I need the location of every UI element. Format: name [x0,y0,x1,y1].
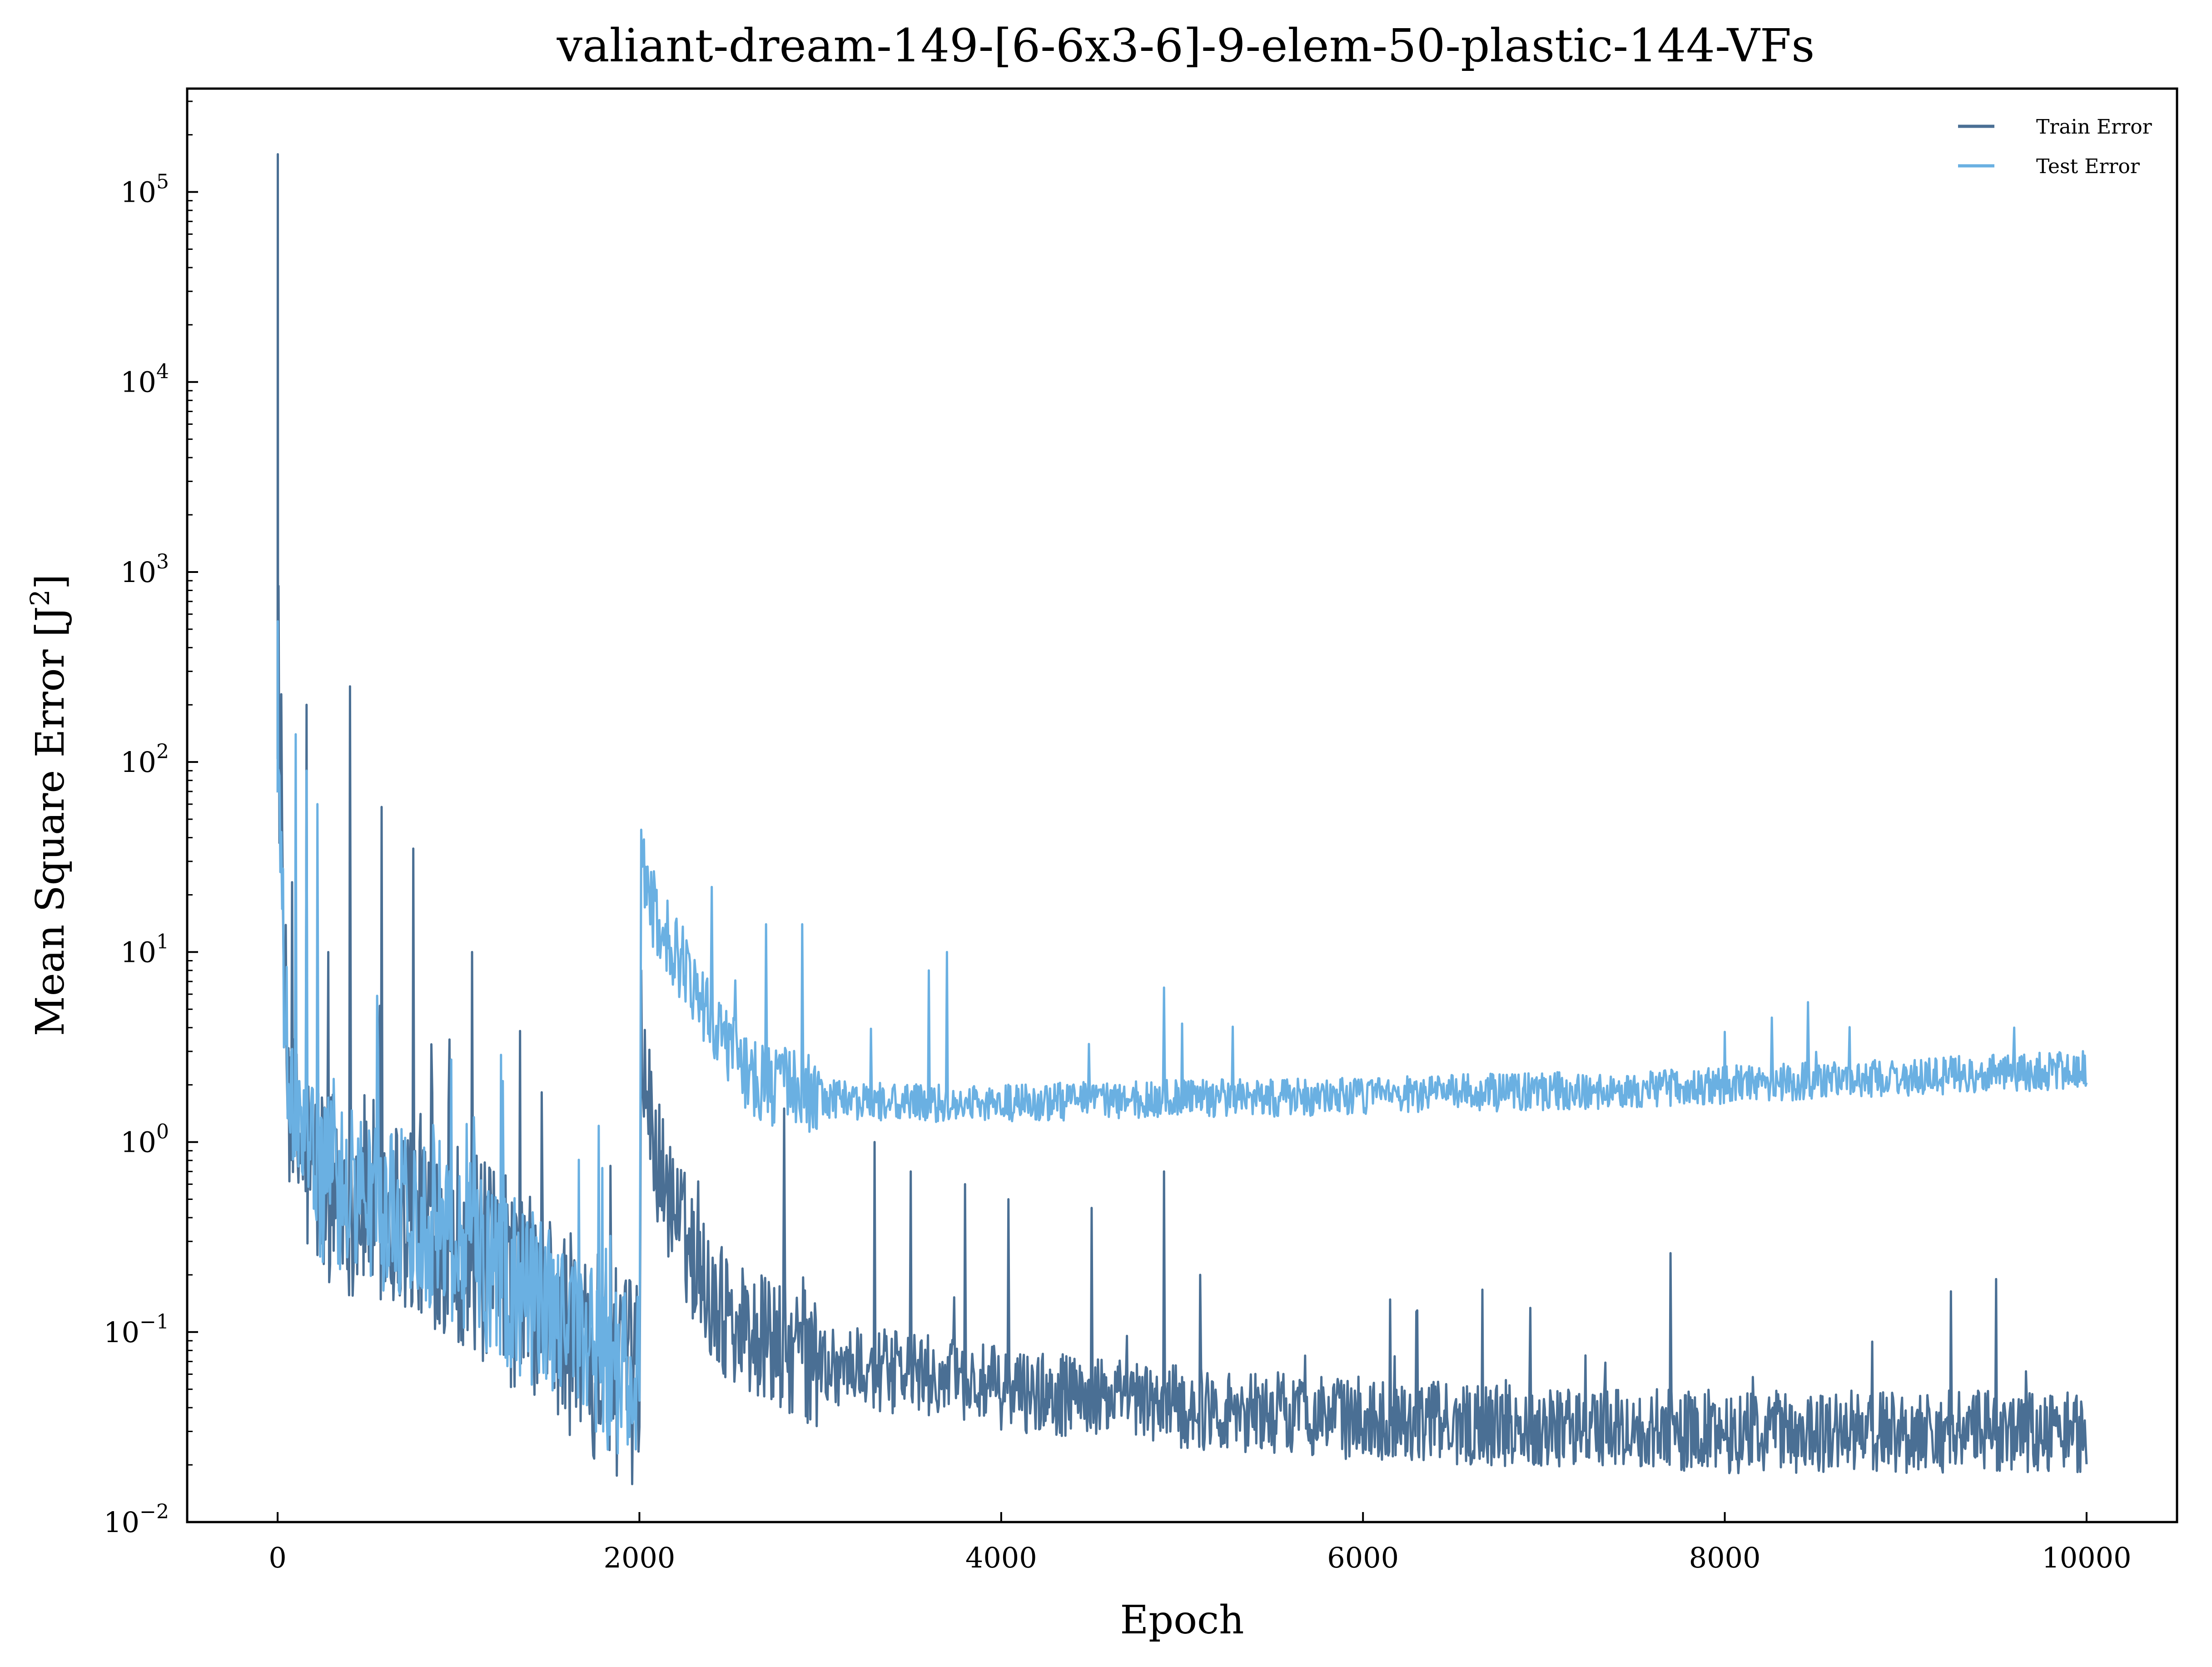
series-layer [276,153,2088,1485]
legend-label-train: Train Error [2036,115,2152,139]
x-axis-ticks: 0 2000 4000 6000 8000 10000 [268,1512,2132,1574]
x-tick-label: 0 [268,1541,286,1574]
y-tick-label: 104 [120,360,169,399]
y-axis-label: Mean Square Error [J2] [25,574,73,1036]
y-tick-label: 10−2 [104,1500,169,1539]
y-tick-label: 10−1 [104,1310,169,1349]
y-tick-label: 105 [120,170,169,209]
y-tick-label: 100 [120,1120,169,1159]
x-axis-label: Epoch [1120,1597,1244,1643]
y-axis-label-superscript: 2 [25,589,55,606]
y-axis-label-group: Mean Square Error [J2] [25,574,73,1036]
y-axis-label-close: ] [28,574,73,590]
x-tick-label: 4000 [965,1541,1037,1574]
y-tick-label: 101 [120,930,169,969]
test-error-line [276,620,2088,1455]
x-tick-label: 2000 [604,1541,676,1574]
legend: Train Error Test Error [1958,115,2152,178]
y-axis-label-main: Mean Square Error [J [28,606,73,1036]
legend-label-test: Test Error [2036,155,2140,178]
chart-title: valiant-dream-149-[6-6x3-6]-9-elem-50-pl… [557,19,1815,72]
x-tick-label: 6000 [1327,1541,1399,1574]
y-tick-label: 103 [120,550,169,589]
y-tick-label: 102 [120,740,169,779]
x-tick-label: 10000 [2042,1541,2131,1574]
plot-frame [186,87,2178,1523]
x-tick-label: 8000 [1689,1541,1761,1574]
y-axis-ticks: 10−2 10−1 100 101 102 103 104 105 [104,100,198,1539]
